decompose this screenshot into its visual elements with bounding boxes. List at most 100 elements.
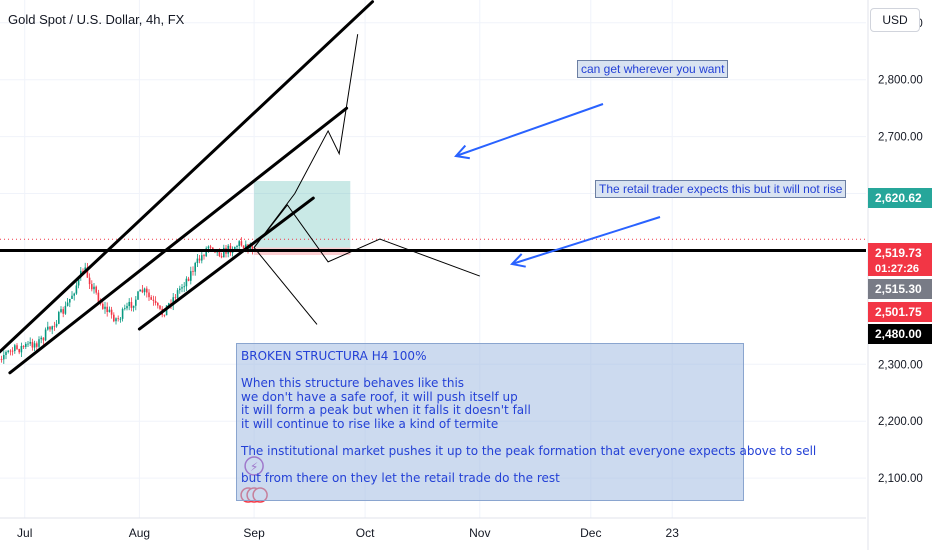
candle	[97, 292, 100, 302]
candle	[157, 302, 159, 306]
candle	[18, 349, 20, 353]
candle	[11, 350, 14, 352]
candle	[102, 303, 104, 309]
candle	[62, 309, 64, 314]
projection-retail	[253, 204, 480, 277]
candle	[75, 285, 78, 294]
candle	[168, 303, 170, 306]
candle	[113, 314, 115, 322]
candle	[126, 306, 128, 309]
candle	[9, 350, 12, 352]
candle	[143, 288, 146, 293]
candle	[64, 305, 67, 314]
candle	[242, 245, 245, 249]
channel-line-lower	[137, 196, 315, 331]
candle	[174, 297, 177, 299]
candle	[207, 246, 210, 249]
candle	[209, 246, 212, 248]
currency-button[interactable]: USD	[870, 8, 920, 32]
chart-title: Gold Spot / U.S. Dollar, 4h, FX	[8, 12, 185, 27]
arrow-top-head	[454, 144, 470, 160]
candle	[69, 298, 71, 303]
price-tick-label: 2,100.00	[878, 473, 923, 485]
candle	[154, 300, 157, 303]
channel-line-upper	[0, 0, 374, 354]
candle	[108, 309, 111, 313]
candle	[124, 308, 126, 310]
candle	[159, 305, 161, 309]
candle	[183, 286, 185, 288]
candle	[194, 263, 196, 272]
candle	[220, 256, 223, 258]
candle	[198, 258, 201, 261]
candle	[187, 278, 190, 281]
candle	[245, 244, 247, 249]
candle	[201, 255, 203, 261]
candle	[106, 306, 108, 313]
price-badge-red: 2,501.75	[868, 302, 932, 322]
candle	[27, 343, 29, 345]
candle	[130, 301, 133, 308]
candle	[121, 308, 124, 319]
note-line: we don't have a safe roof, it will push …	[241, 389, 518, 404]
note-box[interactable]: BROKEN STRUCTURA H4 100% When this struc…	[236, 343, 816, 501]
candle	[132, 305, 135, 308]
candle	[139, 289, 141, 292]
candle	[203, 255, 205, 257]
candle	[86, 267, 89, 278]
candle	[58, 312, 60, 324]
candle	[163, 314, 166, 316]
candle	[42, 337, 45, 341]
candle	[91, 284, 93, 290]
candle	[137, 291, 139, 300]
time-tick-label: Dec	[580, 526, 601, 540]
note-line: BROKEN STRUCTURA H4 100%	[241, 349, 427, 363]
candle	[117, 318, 119, 320]
candle	[205, 248, 207, 257]
candle	[25, 343, 27, 347]
note-line: it will continue to rise like a kind of …	[241, 416, 499, 431]
candle	[110, 309, 113, 315]
candle	[47, 326, 49, 330]
annotation-top-right[interactable]: can get wherever you want	[577, 60, 729, 78]
candle	[119, 318, 122, 320]
candle	[0, 359, 3, 360]
price-badge-level: 2,480.00	[868, 324, 932, 344]
candle	[66, 302, 69, 306]
trend-channels	[0, 0, 866, 375]
candle	[251, 246, 254, 251]
price-tick-label: 2,200.00	[878, 416, 923, 428]
arrow-retail	[511, 216, 661, 265]
candle	[196, 258, 199, 264]
candle	[236, 245, 238, 247]
time-tick-label: Sep	[243, 526, 265, 540]
candle	[128, 301, 130, 307]
time-tick-label: 23	[666, 526, 680, 540]
candle	[22, 345, 25, 347]
note-line: but from there on they let the retail tr…	[241, 470, 560, 485]
price-badge-projection: 2,620.62	[868, 188, 932, 208]
price-tick-label: 2,300.00	[878, 359, 923, 371]
position-zones	[254, 181, 351, 256]
note-line: When this structure behaves like this	[241, 376, 465, 390]
candle	[77, 277, 80, 286]
candle	[146, 288, 148, 293]
candle	[135, 299, 137, 306]
candle	[14, 345, 16, 352]
price-tick-label: 2,800.00	[878, 75, 923, 87]
candle	[249, 246, 251, 250]
time-tick-label: Oct	[356, 526, 375, 540]
bar-countdown: 01:27:26	[868, 262, 932, 276]
annotation-retail[interactable]: The retail trader expects this but it wi…	[595, 180, 847, 198]
candle	[33, 343, 36, 348]
candle	[73, 293, 75, 296]
candle	[104, 306, 106, 309]
candle	[38, 339, 40, 347]
candle	[150, 297, 152, 300]
candle	[3, 354, 5, 360]
candle	[115, 318, 117, 322]
candle	[20, 345, 23, 353]
time-tick-label: Nov	[469, 526, 490, 540]
target-zone	[254, 181, 351, 248]
channel-line-middle	[8, 106, 349, 375]
